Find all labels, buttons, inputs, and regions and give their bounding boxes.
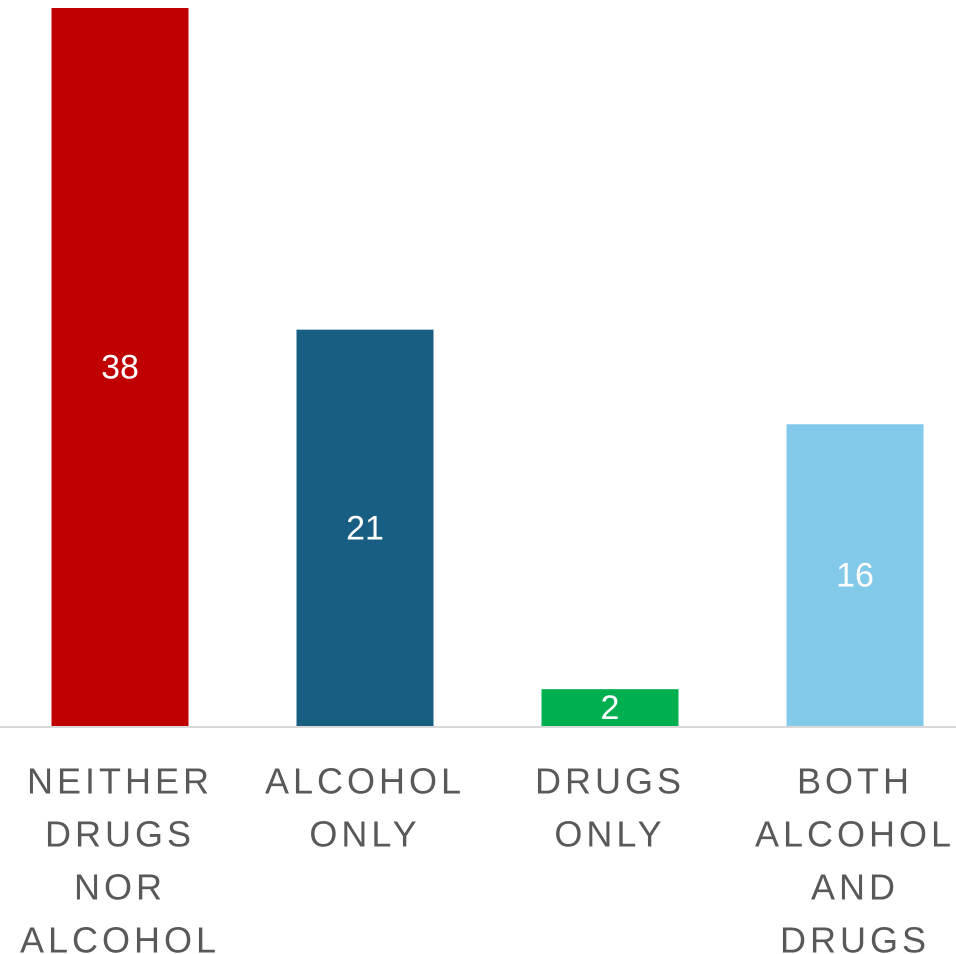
data-label-4: 16: [836, 557, 874, 595]
category-label-line: ALCOHOL: [265, 761, 465, 802]
category-label-line: DRUGS: [45, 814, 195, 855]
category-label-line: ONLY: [554, 814, 665, 855]
category-label-line: AND: [811, 867, 899, 908]
bars-group: 38 21 2 16: [51, 8, 924, 727]
bar-3: [541, 689, 679, 727]
data-label-3: 2: [601, 689, 620, 727]
category-label-line: ONLY: [309, 814, 420, 855]
category-label-line: ALCOHOL: [20, 920, 220, 954]
category-label-3: DRUGS ONLY: [535, 761, 685, 855]
bar-2: [296, 329, 434, 727]
category-label-line: ALCOHOL: [755, 814, 955, 855]
category-label-line: NOR: [74, 867, 166, 908]
bar-4: [786, 424, 924, 727]
data-label-2: 21: [346, 509, 384, 547]
data-label-1: 38: [101, 349, 139, 387]
category-label-1: NEITHER DRUGS NOR ALCOHOL: [20, 761, 220, 954]
category-label-line: NEITHER: [27, 761, 213, 802]
category-label-line: DRUGS: [780, 920, 930, 954]
category-label-4: BOTH ALCOHOL AND DRUGS: [755, 761, 955, 954]
category-label-line: BOTH: [797, 761, 913, 802]
category-labels-group: NEITHER DRUGS NOR ALCOHOL ALCOHOL ONLY DRUGS ON…: [20, 761, 955, 954]
category-label-2: ALCOHOL ONLY: [265, 761, 465, 855]
category-label-line: DRUGS: [535, 761, 685, 802]
bar-1: [51, 8, 189, 727]
